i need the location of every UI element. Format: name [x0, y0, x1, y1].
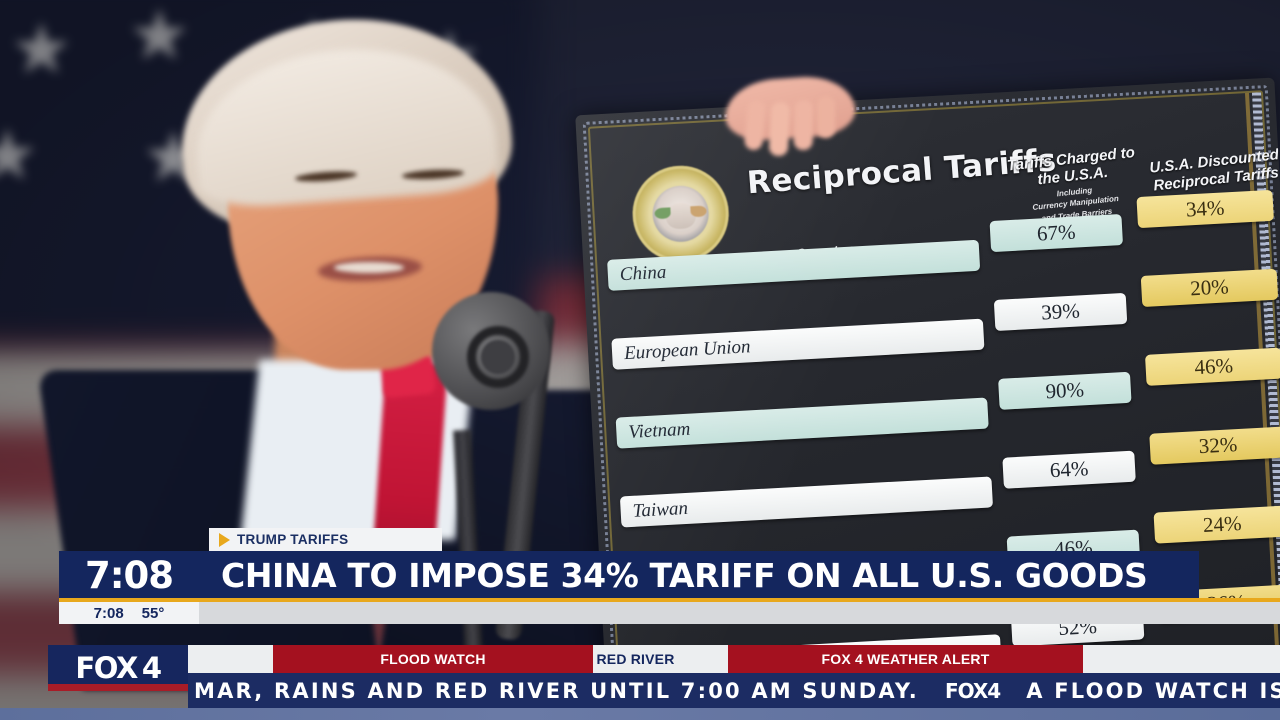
network-logo-bug: FOX 4: [48, 645, 188, 691]
ticker-left-text: MAR, RAINS AND RED RIVER UNTIL 7:00 AM S…: [194, 678, 919, 703]
flag-star-icon: ★: [0, 120, 39, 190]
flag-star-icon: ★: [128, 0, 191, 70]
flag-star-icon: ★: [10, 14, 73, 84]
headline-shelf: [199, 602, 1280, 624]
finger: [768, 101, 791, 157]
finger: [793, 99, 814, 151]
microphone-capsule: [481, 340, 515, 374]
alert-chip: FLOOD WATCH: [273, 645, 593, 673]
headline-banner: CHINA TO IMPOSE 34% TARIFF ON ALL U.S. G…: [199, 551, 1199, 599]
weather-shelf: 7:08 55°: [59, 602, 199, 624]
topic-tab-label: TRUMP TARIFFS: [237, 532, 349, 547]
network-channel-number: 4: [141, 651, 162, 685]
finger: [817, 96, 835, 138]
seal-eagle-icon: [665, 202, 697, 230]
clock-gold-underline: [59, 598, 199, 602]
headline-gold-underline: [199, 598, 1280, 602]
news-ticker: MAR, RAINS AND RED RIVER UNTIL 7:00 AM S…: [188, 673, 1280, 708]
speaker-figure: [37, 6, 722, 691]
alert-chip: FOX 4 WEATHER ALERT: [728, 645, 1083, 673]
microphone-ring: [467, 326, 529, 388]
ticker-right-text: A FLOOD WATCH IS IN EFFECT F: [1026, 678, 1280, 703]
clock-box: 7:08: [59, 551, 199, 599]
seal-inner-disc: [651, 184, 711, 244]
headline-text: CHINA TO IMPOSE 34% TARIFF ON ALL U.S. G…: [221, 555, 1148, 595]
topic-tab[interactable]: TRUMP TARIFFS: [209, 528, 442, 551]
bottom-strip: [0, 708, 1280, 720]
network-logo-name: FOX: [75, 651, 138, 685]
ticker-fox-logo: FOX4: [944, 678, 1001, 703]
clock-time: 7:08: [84, 553, 174, 597]
play-triangle-icon: [219, 532, 230, 547]
network-bug-red-bar: [48, 684, 188, 691]
weather-temp: 55°: [141, 604, 165, 622]
weather-time: 7:08: [93, 604, 124, 622]
cell-discounted-tariff: 20%: [1140, 268, 1279, 308]
alert-chip: RED RIVER: [596, 651, 675, 667]
cell-tariff-charged: 67%: [989, 214, 1124, 253]
weather-alert-row: FLOOD WATCH RED RIVER FOX 4 WEATHER ALERT: [188, 645, 1280, 673]
mouth-inner: [334, 262, 404, 273]
network-logo-text: FOX 4: [75, 651, 162, 685]
